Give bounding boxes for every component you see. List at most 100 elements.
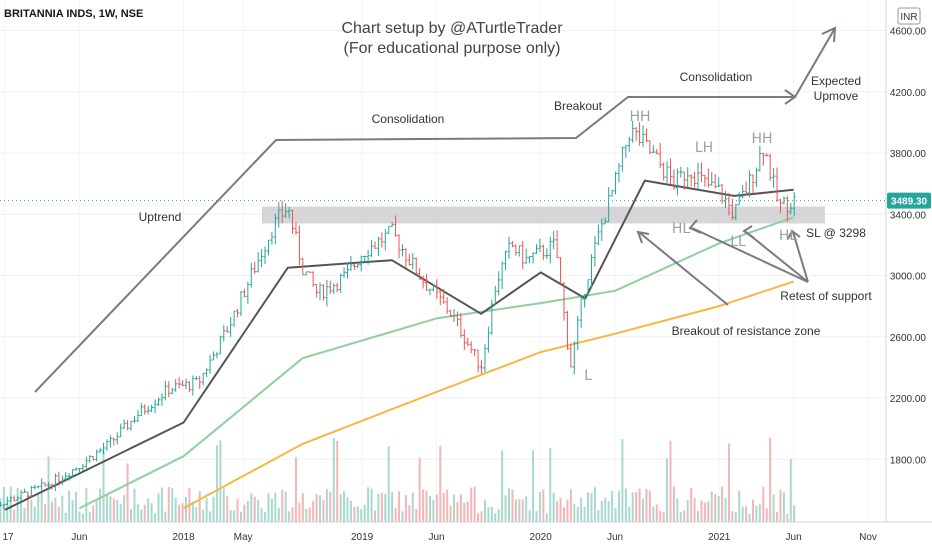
price-axis[interactable]: 1800.00 2200.00 2600.00 3000.00 3400.00 3800.… <box>885 0 927 522</box>
volume-bar <box>336 440 339 522</box>
candle <box>569 343 573 368</box>
candle <box>170 387 174 395</box>
volume-bar <box>562 507 565 522</box>
candle <box>449 309 453 318</box>
consolidation-label-1: Consolidation <box>372 112 445 126</box>
candle <box>335 282 339 293</box>
last-price-tag-bg <box>887 192 931 209</box>
candle <box>483 343 487 373</box>
candle <box>88 455 92 463</box>
volume-bar <box>274 492 277 522</box>
candle <box>301 257 305 276</box>
candle <box>754 167 758 188</box>
volume-bar <box>786 513 789 522</box>
candle <box>67 473 71 481</box>
candle <box>370 240 374 258</box>
volume-bar <box>669 440 672 522</box>
volume-bar <box>607 500 610 522</box>
time-tick-label: Nov <box>859 532 877 543</box>
candle <box>741 185 745 199</box>
candle <box>497 271 501 296</box>
candle <box>273 213 277 245</box>
candle <box>19 490 23 500</box>
candle <box>356 263 360 269</box>
volume-bar <box>466 501 469 522</box>
candle <box>534 244 538 254</box>
candle <box>717 177 721 188</box>
candle <box>277 201 281 228</box>
time-tick-label: Jun <box>71 532 87 543</box>
candle <box>304 271 308 276</box>
volume-bar <box>308 507 311 522</box>
candle <box>425 273 429 291</box>
volume-bar <box>504 495 507 522</box>
volume-bar <box>267 493 270 522</box>
volume-bar <box>714 493 717 522</box>
volume-bar <box>332 438 335 522</box>
candle <box>693 171 697 188</box>
candle <box>428 288 432 296</box>
candle <box>187 381 191 393</box>
volume-bar <box>78 511 81 522</box>
candle <box>256 252 260 273</box>
candle <box>129 420 133 431</box>
currency-badge[interactable]: INR <box>897 7 921 25</box>
time-axis[interactable]: 17 Jun 2018 May 2019 Jun 2020 Jun 2021 Jun Nov <box>0 521 932 543</box>
candle <box>12 495 16 502</box>
candle <box>737 192 741 206</box>
volume-bar <box>222 488 225 522</box>
volume-bar <box>246 501 249 522</box>
candle <box>614 171 618 195</box>
currency-label: INR <box>900 12 917 23</box>
stop-loss-label: SL @ 3298 <box>806 226 866 240</box>
symbol-label: BRITANNIA INDS, 1W, NSE <box>4 8 143 20</box>
candle <box>641 125 645 148</box>
volume-bar <box>545 513 548 522</box>
candle <box>455 311 459 327</box>
volume-bar <box>130 508 133 522</box>
volume-bar <box>693 497 696 522</box>
uptrend-label: Uptrend <box>139 210 182 224</box>
candle <box>655 148 659 155</box>
candle <box>266 239 270 256</box>
volume-bar <box>776 511 779 522</box>
candle <box>64 471 68 480</box>
volume-bar <box>270 498 273 522</box>
volume-bar <box>23 507 26 522</box>
candle <box>77 467 81 473</box>
volume-bar <box>435 494 438 522</box>
last-price-value: 3489.30 <box>891 197 928 208</box>
candle <box>689 173 693 187</box>
price-axis-labels: 1800.00 2200.00 2600.00 3000.00 3400.00 3800.… <box>890 27 927 467</box>
volume-bar <box>755 505 758 522</box>
volume-bar <box>239 511 242 522</box>
candle <box>476 349 480 373</box>
candle <box>132 416 136 424</box>
candle <box>765 153 769 157</box>
candle <box>373 241 377 249</box>
retest-arrow-3-head <box>787 229 801 240</box>
volume-bar <box>126 463 129 522</box>
candle <box>71 469 75 478</box>
candle <box>376 237 380 257</box>
candle <box>5 496 9 506</box>
candle <box>531 252 535 264</box>
volume-bar <box>779 490 782 522</box>
volume-bar <box>9 486 12 522</box>
volume-bar <box>16 488 19 522</box>
candle <box>459 312 463 338</box>
candle <box>184 378 188 389</box>
volume-bar <box>483 500 486 522</box>
candle <box>359 255 363 272</box>
candle <box>493 285 497 306</box>
volume-bar <box>408 505 411 522</box>
candle <box>400 244 404 257</box>
candle <box>198 375 202 390</box>
candle <box>102 442 106 455</box>
candle <box>108 435 112 448</box>
volume-bar <box>133 488 136 522</box>
breakout-label: Breakout <box>554 99 603 113</box>
candle <box>517 245 521 257</box>
volume-bar <box>404 495 407 522</box>
